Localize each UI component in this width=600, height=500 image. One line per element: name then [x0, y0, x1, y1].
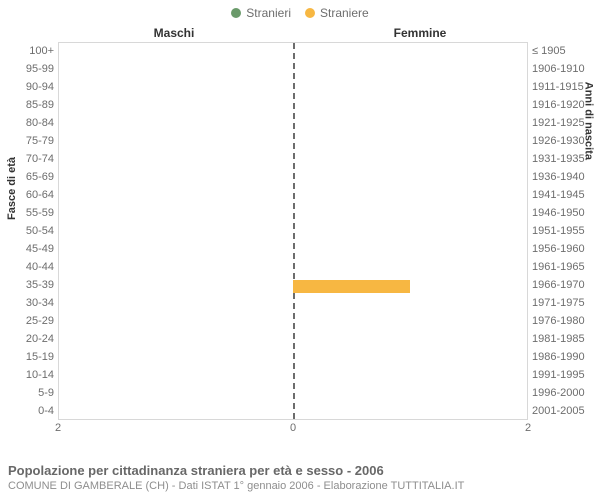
birth-label: 1971-1975 — [532, 294, 600, 312]
pyramid-row — [59, 385, 527, 403]
footer: Popolazione per cittadinanza straniera p… — [8, 463, 464, 492]
pyramid-row — [59, 151, 527, 169]
age-label: 15-19 — [0, 348, 54, 366]
birth-label: 1931-1935 — [532, 150, 600, 168]
legend-label-male: Stranieri — [246, 6, 291, 20]
age-label: 50-54 — [0, 222, 54, 240]
pyramid-row — [59, 241, 527, 259]
x-tick: 2 — [525, 422, 531, 434]
age-label: 55-59 — [0, 204, 54, 222]
birth-label: 1906-1910 — [532, 60, 600, 78]
birth-label: 1991-1995 — [532, 366, 600, 384]
birth-label: 1996-2000 — [532, 384, 600, 402]
footer-subtitle: COMUNE DI GAMBERALE (CH) - Dati ISTAT 1°… — [8, 480, 464, 492]
x-axis: 2 0 2 — [58, 420, 528, 436]
birth-label: 1981-1985 — [532, 330, 600, 348]
age-label: 35-39 — [0, 276, 54, 294]
birth-label: 1926-1930 — [532, 132, 600, 150]
legend: Stranieri Straniere — [0, 0, 600, 20]
birth-label: 1921-1925 — [532, 114, 600, 132]
pyramid-row — [59, 349, 527, 367]
legend-dot-female — [305, 8, 315, 18]
pyramid-row — [59, 403, 527, 421]
birth-label: 2001-2005 — [532, 402, 600, 420]
subheader-male: Maschi — [0, 26, 300, 40]
pyramid-row — [59, 133, 527, 151]
pyramid-row — [59, 259, 527, 277]
pyramid-row — [59, 43, 527, 61]
birth-label: ≤ 1905 — [532, 42, 600, 60]
footer-title: Popolazione per cittadinanza straniera p… — [8, 463, 464, 478]
legend-label-female: Straniere — [320, 6, 369, 20]
bar-female — [293, 280, 410, 293]
age-label: 40-44 — [0, 258, 54, 276]
age-label: 70-74 — [0, 150, 54, 168]
birth-label: 1966-1970 — [532, 276, 600, 294]
age-label: 85-89 — [0, 96, 54, 114]
age-label: 30-34 — [0, 294, 54, 312]
age-label: 75-79 — [0, 132, 54, 150]
birth-label: 1951-1955 — [532, 222, 600, 240]
pyramid-row — [59, 331, 527, 349]
pyramid-row — [59, 169, 527, 187]
birth-label: 1956-1960 — [532, 240, 600, 258]
pyramid-row — [59, 79, 527, 97]
pyramid-row — [59, 367, 527, 385]
age-label: 10-14 — [0, 366, 54, 384]
x-tick: 0 — [290, 422, 296, 434]
pyramid-row — [59, 223, 527, 241]
age-label: 20-24 — [0, 330, 54, 348]
age-label: 25-29 — [0, 312, 54, 330]
birth-label: 1976-1980 — [532, 312, 600, 330]
age-label: 100+ — [0, 42, 54, 60]
pyramid-row — [59, 295, 527, 313]
pyramid-row — [59, 205, 527, 223]
subheader-female: Femmine — [300, 26, 600, 40]
age-label: 0-4 — [0, 402, 54, 420]
legend-dot-male — [231, 8, 241, 18]
age-label: 80-84 — [0, 114, 54, 132]
birth-label: 1986-1990 — [532, 348, 600, 366]
birth-label: 1941-1945 — [532, 186, 600, 204]
age-label: 5-9 — [0, 384, 54, 402]
age-label: 90-94 — [0, 78, 54, 96]
legend-item-female: Straniere — [305, 6, 369, 20]
pyramid-row — [59, 61, 527, 79]
x-tick: 2 — [55, 422, 61, 434]
birth-label: 1946-1950 — [532, 204, 600, 222]
pyramid-row — [59, 97, 527, 115]
sub-headers: Maschi Femmine — [0, 26, 600, 40]
age-label: 45-49 — [0, 240, 54, 258]
pyramid-row — [59, 115, 527, 133]
pyramid-row — [59, 313, 527, 331]
age-label: 60-64 — [0, 186, 54, 204]
pyramid-row — [59, 277, 527, 295]
birth-label: 1911-1915 — [532, 78, 600, 96]
birth-label: 1961-1965 — [532, 258, 600, 276]
pyramid-row — [59, 187, 527, 205]
age-label: 65-69 — [0, 168, 54, 186]
birth-label: 1936-1940 — [532, 168, 600, 186]
chart-area — [58, 42, 528, 420]
legend-item-male: Stranieri — [231, 6, 291, 20]
age-label: 95-99 — [0, 60, 54, 78]
birth-label: 1916-1920 — [532, 96, 600, 114]
